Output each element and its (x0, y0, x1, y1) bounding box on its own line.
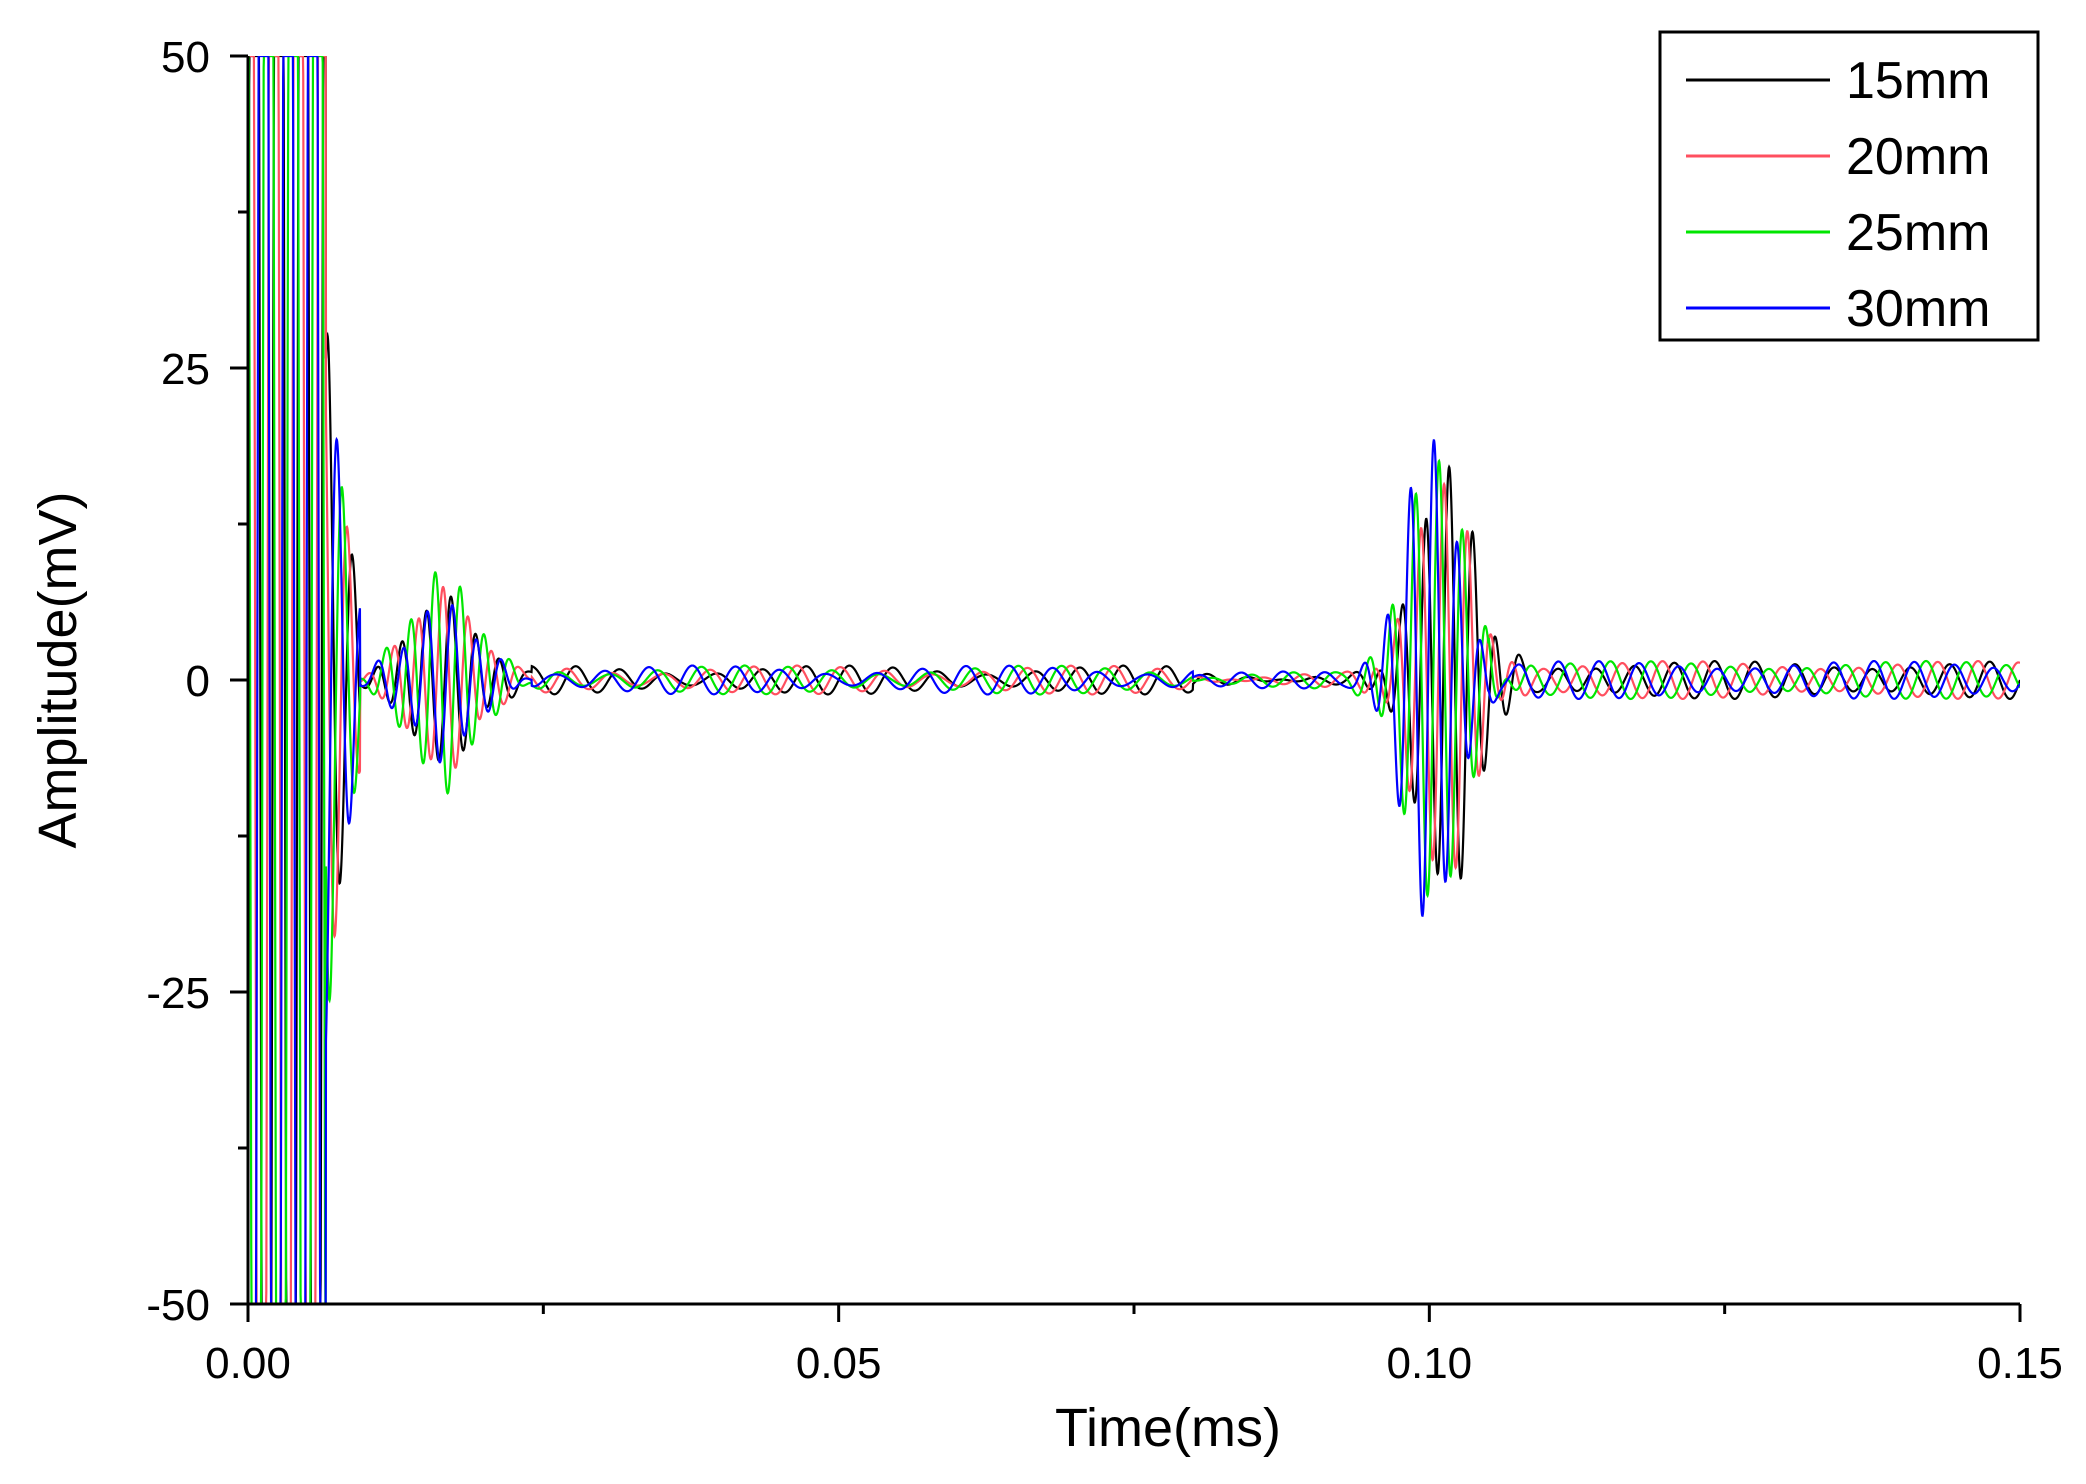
x-tick-label: 0.10 (1387, 1339, 1473, 1388)
series-line-25mm (248, 56, 2020, 1304)
y-axis-title: Amplitude(mV) (28, 491, 88, 848)
legend-label-30mm: 30mm (1846, 280, 1990, 338)
y-tick-label: 25 (161, 345, 210, 394)
axes: 0.00 0.05 0.10 0.15 -50 -25 0 25 50 (146, 33, 2062, 1388)
x-tick-label: 0.05 (796, 1339, 882, 1388)
series-line-30mm (248, 56, 2020, 1304)
legend-label-20mm: 20mm (1846, 128, 1990, 186)
legend-label-15mm: 15mm (1846, 52, 1990, 110)
legend: 15mm 20mm 25mm 30mm (1658, 30, 2040, 342)
legend-label-25mm: 25mm (1846, 204, 1990, 262)
y-tick-label: 50 (161, 33, 210, 82)
series-line-20mm (248, 56, 2020, 1304)
y-tick-label: -50 (146, 1281, 210, 1330)
x-tick-label: 0.00 (205, 1339, 291, 1388)
y-tick-label: -25 (146, 969, 210, 1018)
x-axis-title: Time(ms) (1055, 1398, 1281, 1458)
legend-box (1658, 30, 2040, 342)
plot-area (248, 56, 2020, 1304)
y-tick-label: 0 (186, 657, 210, 706)
x-tick-label: 0.15 (1977, 1339, 2063, 1388)
